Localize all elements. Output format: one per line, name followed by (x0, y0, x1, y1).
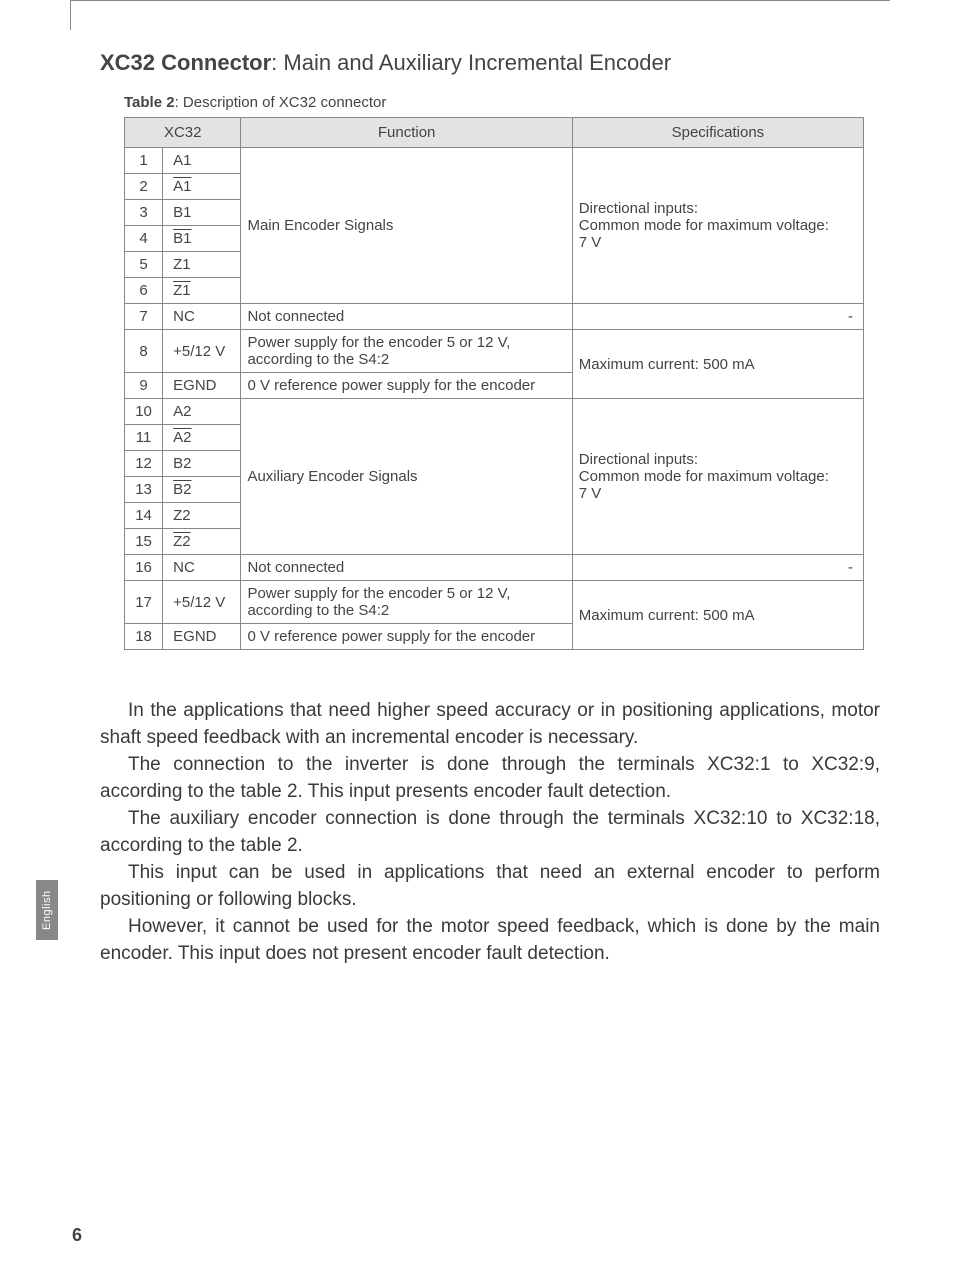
aux-encoder-spec: Directional inputs: Common mode for maxi… (572, 399, 863, 555)
table-row: 10A2 Auxiliary Encoder Signals Direction… (125, 399, 864, 425)
paragraph-1: In the applications that need higher spe… (100, 698, 880, 752)
paragraph-4: This input can be used in applications t… (100, 860, 880, 914)
table-row: 7NC Not connected - (125, 304, 864, 330)
paragraph-5: However, it cannot be used for the motor… (100, 914, 880, 968)
body-text: In the applications that need higher spe… (100, 698, 880, 968)
table-caption: Table 2: Description of XC32 connector (124, 94, 880, 111)
connector-table: XC32 Function Specifications 1A1 Main En… (124, 117, 864, 650)
col-xc32: XC32 (125, 118, 241, 148)
table-row: 16NC Not connected - (125, 555, 864, 581)
aux-encoder-func: Auxiliary Encoder Signals (241, 399, 572, 555)
paragraph-3: The auxiliary encoder connection is done… (100, 806, 880, 860)
col-spec: Specifications (572, 118, 863, 148)
main-encoder-func: Main Encoder Signals (241, 148, 572, 304)
caption-bold: Table 2 (124, 94, 175, 111)
table-header-row: XC32 Function Specifications (125, 118, 864, 148)
language-tab: English (36, 880, 58, 940)
table-row: 1A1 Main Encoder Signals Directional inp… (125, 148, 864, 174)
page-number: 6 (72, 1225, 82, 1246)
table-row: 17+5/12 V Power supply for the encoder 5… (125, 581, 864, 624)
paragraph-2: The connection to the inverter is done t… (100, 752, 880, 806)
page-frame (70, 0, 890, 30)
caption-rest: : Description of XC32 connector (175, 94, 387, 111)
heading-rest: : Main and Auxiliary Incremental Encoder (271, 50, 671, 75)
heading-bold: XC32 Connector (100, 50, 271, 75)
table-row: 8+5/12 V Power supply for the encoder 5 … (125, 330, 864, 373)
page-content: XC32 Connector: Main and Auxiliary Incre… (0, 0, 960, 1008)
main-encoder-spec: Directional inputs: Common mode for maxi… (572, 148, 863, 304)
section-heading: XC32 Connector: Main and Auxiliary Incre… (100, 50, 880, 76)
col-function: Function (241, 118, 572, 148)
